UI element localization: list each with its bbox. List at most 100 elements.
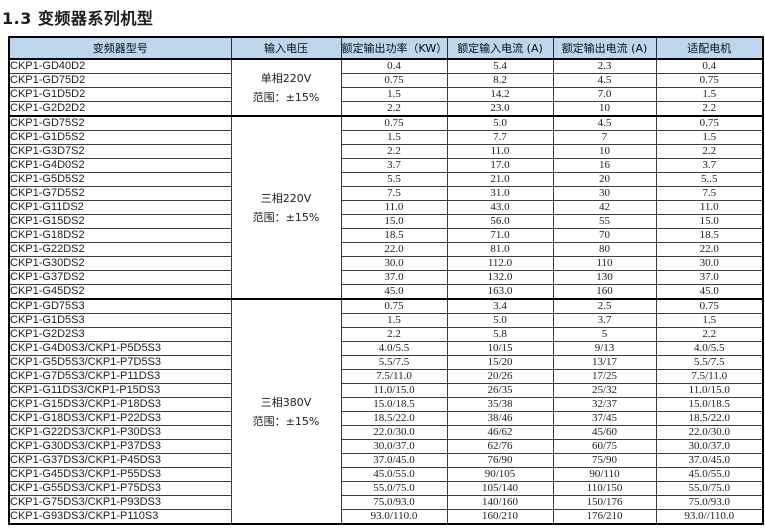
output-current-cell: 130	[552, 270, 657, 285]
motor-cell: 15.0/18.5	[655, 397, 764, 412]
voltage-group-cell: 三相380V 范围：±15%	[230, 298, 342, 525]
table-row: CKP1-G18DS3/CKP1-P22DS3 18.5/22.0 38/46 37/…	[8, 411, 764, 426]
input-current-cell: 81.0	[446, 242, 554, 257]
table-row: CKP1-GD75D2 0.75 8.2 4.5 0.75	[8, 73, 764, 88]
input-current-cell: 43.0	[446, 200, 554, 215]
motor-cell: 75.0/93.0	[655, 495, 764, 510]
power-cell: 18.5	[340, 228, 448, 243]
column-header-output-power: 额定输出功率（KW）	[340, 36, 448, 60]
voltage-label: 三相380V	[260, 395, 312, 409]
table-row: CKP1-G2D2D2 2.2 23.0 10 2.2	[8, 101, 764, 117]
input-current-cell: 17.0	[446, 158, 554, 173]
input-current-cell: 5.8	[446, 327, 554, 342]
motor-cell: 5..5	[655, 172, 764, 187]
model-cell: CKP1-G93DS3/CKP1-P110S3	[8, 509, 232, 525]
power-cell: 37.0	[340, 270, 448, 285]
output-current-cell: 160	[552, 284, 657, 300]
motor-cell: 1.5	[655, 130, 764, 145]
model-cell: CKP1-G45DS2	[8, 284, 232, 300]
model-cell: CKP1-G18DS3/CKP1-P22DS3	[8, 411, 232, 426]
table-row: CKP1-G1D5S2 1.5 7.7 7 1.5	[8, 130, 764, 145]
power-cell: 15.0	[340, 214, 448, 229]
column-header-motor: 适配电机	[655, 36, 764, 60]
power-cell: 7.5/11.0	[340, 369, 448, 384]
model-cell: CKP1-G5D5S2	[8, 172, 232, 187]
table-row: CKP1-GD40D2 单相220V 范围：±15% 0.4 5.4 2.3 0.4	[8, 58, 764, 117]
output-current-cell: 9/13	[552, 341, 657, 356]
power-cell: 93.0/110.0	[340, 509, 448, 525]
output-current-cell: 3.7	[552, 313, 657, 328]
power-cell: 37.0/45.0	[340, 453, 448, 468]
output-current-cell: 2.3	[552, 58, 657, 74]
column-header-model: 变频器型号	[8, 36, 232, 60]
table-row: CKP1-G7D5S2 7.5 31.0 30 7.5	[8, 186, 764, 201]
output-current-cell: 30	[552, 186, 657, 201]
motor-cell: 22.0/30.0	[655, 425, 764, 440]
table-row: CKP1-G5D5S2 5.5 21.0 20 5..5	[8, 172, 764, 187]
power-cell: 5.5/7.5	[340, 355, 448, 370]
output-current-cell: 17/25	[552, 369, 657, 384]
motor-cell: 11.0/15.0	[655, 383, 764, 398]
table-row: CKP1-GD75S3 三相380V 范围：±15% 0.75 3.4 2.5 0.75	[8, 298, 764, 525]
column-header-input-voltage: 输入电压	[230, 36, 342, 60]
input-current-cell: 112.0	[446, 256, 554, 271]
output-current-cell: 10	[552, 101, 657, 117]
motor-cell: 3.7	[655, 158, 764, 173]
model-cell: CKP1-G7D5S2	[8, 186, 232, 201]
power-cell: 45.0	[340, 284, 448, 300]
motor-cell: 45.0/55.0	[655, 467, 764, 482]
output-current-cell: 32/37	[552, 397, 657, 412]
model-cell: CKP1-G15DS3/CKP1-P18DS3	[8, 397, 232, 412]
output-current-cell: 75/90	[552, 453, 657, 468]
output-current-cell: 13/17	[552, 355, 657, 370]
output-current-cell: 176/210	[552, 509, 657, 525]
model-cell: CKP1-G5D5S3/CKP1-P7D5S3	[8, 355, 232, 370]
output-current-cell: 10	[552, 144, 657, 159]
input-current-cell: 56.0	[446, 214, 554, 229]
table-row: CKP1-G7D5S3/CKP1-P11DS3 7.5/11.0 20/26 17/2…	[8, 369, 764, 384]
motor-cell: 0.4	[655, 58, 764, 74]
model-cell: CKP1-G45DS3/CKP1-P55DS3	[8, 467, 232, 482]
power-cell: 4.0/5.5	[340, 341, 448, 356]
input-current-cell: 71.0	[446, 228, 554, 243]
motor-cell: 4.0/5.5	[655, 341, 764, 356]
motor-cell: 2.2	[655, 144, 764, 159]
power-cell: 45.0/55.0	[340, 467, 448, 482]
model-cell: CKP1-G37DS3/CKP1-P45DS3	[8, 453, 232, 468]
table-row: CKP1-G5D5S3/CKP1-P7D5S3 5.5/7.5 15/20 13/17…	[8, 355, 764, 370]
table-row: CKP1-G4D0S3/CKP1-P5D5S3 4.0/5.5 10/15 9/13 4…	[8, 341, 764, 356]
motor-cell: 0.75	[655, 73, 764, 88]
output-current-cell: 150/176	[552, 495, 657, 510]
input-current-cell: 105/140	[446, 481, 554, 496]
power-cell: 0.75	[340, 73, 448, 88]
motor-cell: 1.5	[655, 313, 764, 328]
power-cell: 30.0	[340, 256, 448, 271]
input-current-cell: 38/46	[446, 411, 554, 426]
table-body: CKP1-GD40D2 单相220V 范围：±15% 0.4 5.4 2.3 0.4 CKP1…	[8, 58, 764, 525]
input-current-cell: 5.0	[446, 313, 554, 328]
model-cell: CKP1-G4D0S3/CKP1-P5D5S3	[8, 341, 232, 356]
input-current-cell: 7.7	[446, 130, 554, 145]
power-cell: 30.0/37.0	[340, 439, 448, 454]
table-row: CKP1-G4D0S2 3.7 17.0 16 3.7	[8, 158, 764, 173]
input-current-cell: 163.0	[446, 284, 554, 300]
table-row: CKP1-G1D5D2 1.5 14.2 7.0 1.5	[8, 87, 764, 102]
table-row: CKP1-G18DS2 18.5 71.0 70 18.5	[8, 228, 764, 243]
model-cell: CKP1-G18DS2	[8, 228, 232, 243]
output-current-cell: 70	[552, 228, 657, 243]
table-row: CKP1-G11DS2 11.0 43.0 42 11.0	[8, 200, 764, 215]
input-current-cell: 46/62	[446, 425, 554, 440]
table-row: CKP1-G45DS3/CKP1-P55DS3 45.0/55.0 90/105 90…	[8, 467, 764, 482]
power-cell: 11.0/15.0	[340, 383, 448, 398]
table-row: CKP1-G2D2S3 2.2 5.8 5 2.2	[8, 327, 764, 342]
model-cell: CKP1-G11DS2	[8, 200, 232, 215]
input-current-cell: 10/15	[446, 341, 554, 356]
input-current-cell: 8.2	[446, 73, 554, 88]
input-current-cell: 21.0	[446, 172, 554, 187]
input-current-cell: 15/20	[446, 355, 554, 370]
power-cell: 22.0	[340, 242, 448, 257]
input-current-cell: 132.0	[446, 270, 554, 285]
table-row: CKP1-G75DS3/CKP1-P93DS3 75.0/93.0 140/160 1…	[8, 495, 764, 510]
output-current-cell: 110	[552, 256, 657, 271]
motor-cell: 30.0	[655, 256, 764, 271]
